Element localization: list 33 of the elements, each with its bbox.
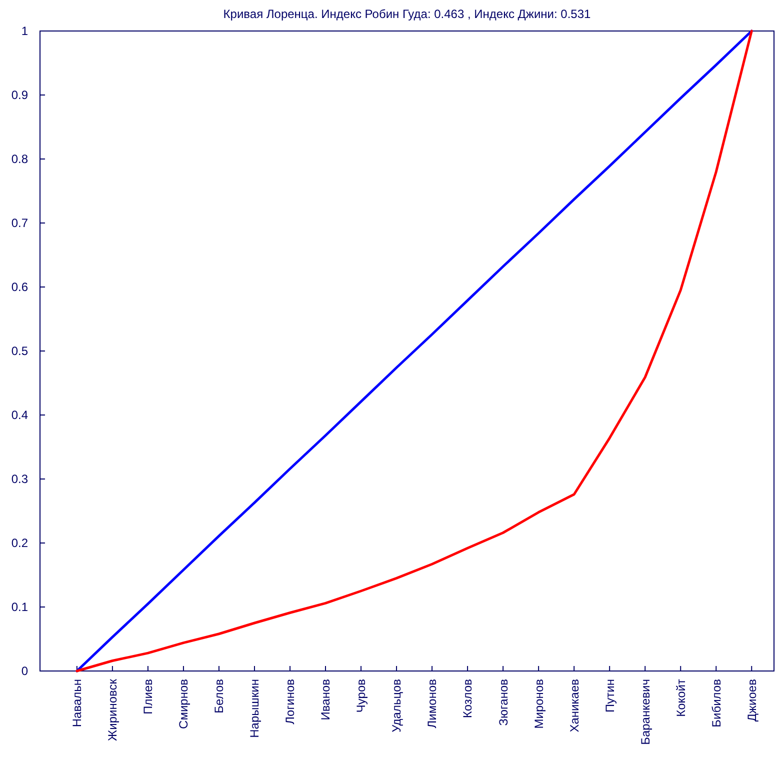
y-tick-label: 0.9 — [11, 88, 28, 102]
x-tick-label: Удальцов — [390, 679, 404, 732]
x-tick-label: Плиев — [141, 679, 156, 714]
x-tick-label: Белов — [212, 679, 226, 714]
y-tick-label: 0.4 — [11, 408, 28, 422]
x-tick-label: Баранкевич — [638, 679, 652, 745]
y-tick-label: 0.3 — [11, 472, 28, 486]
y-tick-label: 1 — [21, 24, 28, 38]
y-tick-label: 0.7 — [11, 216, 28, 230]
line-series — [76, 30, 753, 672]
x-tick-label: Лимонов — [425, 679, 440, 728]
y-tick-label: 0.1 — [11, 600, 28, 614]
x-tick-label: Нарышкин — [248, 679, 262, 738]
x-tick-label: Логинов — [283, 679, 298, 724]
x-tick-label: Джиоев — [744, 679, 759, 722]
y-tick-label: 0.5 — [11, 344, 28, 358]
x-tick-label: Кокойт — [674, 678, 688, 717]
y-tick-label: 0.2 — [11, 536, 28, 550]
x-tick-label: Путин — [602, 679, 617, 712]
x-tick-label: Зюганов — [496, 679, 510, 726]
y-tick-label: 0 — [21, 664, 28, 678]
x-tick-label: Иванов — [318, 679, 333, 720]
x-tick-label: Миронов — [532, 679, 546, 729]
y-tick-label: 0.6 — [11, 280, 28, 294]
x-tick-label: Смирнов — [176, 679, 191, 729]
x-tick-label: Бибилов — [709, 679, 724, 728]
x-tick-label: Жириновск — [106, 678, 120, 741]
chart-title: Кривая Лоренца. Индекс Робин Гуда: 0.463 , Индекс Джини: 0.531 — [223, 7, 592, 21]
x-tick-label: Козлов — [460, 679, 475, 718]
x-tick-label: Чуров — [354, 679, 368, 713]
x-tick-label: Ханикаев — [567, 679, 582, 732]
x-tick-label: Навальн — [70, 679, 84, 728]
y-tick-label: 0.8 — [11, 152, 28, 166]
